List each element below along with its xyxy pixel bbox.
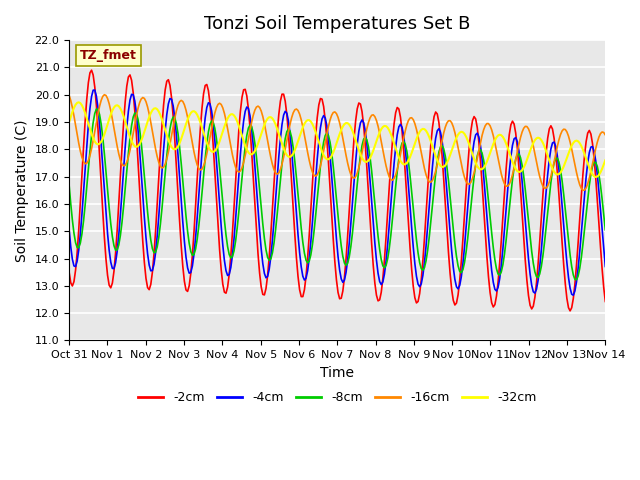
-32cm (72, 102, 79, 108)
X-axis label: Time: Time (320, 366, 354, 380)
-16cm (227, 144, 235, 149)
-2cm (512, 130, 520, 136)
-4cm (570, 292, 577, 298)
Text: TZ_fmet: TZ_fmet (80, 49, 137, 62)
Title: Tonzi Soil Temperatures Set B: Tonzi Soil Temperatures Set B (204, 15, 470, 33)
-4cm (65, 227, 73, 232)
-2cm (566, 308, 574, 314)
-4cm (512, 135, 520, 141)
-8cm (512, 156, 520, 162)
-32cm (227, 111, 235, 117)
-2cm (186, 283, 193, 288)
-4cm (602, 264, 609, 269)
-32cm (512, 166, 520, 172)
-2cm (72, 267, 79, 273)
Line: -32cm: -32cm (69, 102, 605, 177)
Line: -8cm: -8cm (69, 109, 605, 280)
-32cm (75, 99, 83, 105)
Line: -4cm: -4cm (69, 90, 605, 295)
Y-axis label: Soil Temperature (C): Soil Temperature (C) (15, 119, 29, 262)
-2cm (88, 67, 95, 73)
-16cm (512, 157, 520, 163)
-32cm (506, 150, 513, 156)
-2cm (368, 240, 376, 246)
-8cm (186, 240, 193, 246)
-32cm (368, 152, 376, 157)
Line: -16cm: -16cm (69, 95, 605, 190)
-8cm (573, 277, 580, 283)
-4cm (368, 199, 376, 204)
-16cm (579, 187, 587, 193)
-4cm (91, 87, 99, 93)
-8cm (227, 255, 235, 261)
-8cm (602, 227, 609, 233)
-16cm (65, 93, 73, 98)
-4cm (506, 169, 513, 175)
-4cm (186, 270, 193, 276)
-32cm (592, 174, 600, 180)
-2cm (65, 269, 73, 275)
Legend: -2cm, -4cm, -8cm, -16cm, -32cm: -2cm, -4cm, -8cm, -16cm, -32cm (133, 386, 541, 409)
-8cm (72, 240, 79, 245)
-16cm (602, 132, 609, 138)
-16cm (186, 122, 193, 128)
-2cm (602, 299, 609, 304)
-16cm (100, 92, 108, 97)
-16cm (72, 122, 79, 128)
-32cm (65, 119, 73, 125)
-2cm (227, 253, 235, 259)
-16cm (368, 112, 376, 118)
-16cm (506, 181, 513, 187)
-4cm (72, 264, 79, 269)
-32cm (602, 157, 609, 163)
-8cm (506, 206, 513, 212)
-32cm (186, 113, 193, 119)
-8cm (93, 106, 100, 112)
Line: -2cm: -2cm (69, 70, 605, 311)
-8cm (65, 183, 73, 189)
-8cm (368, 168, 376, 174)
-2cm (506, 132, 513, 137)
-4cm (227, 265, 235, 271)
